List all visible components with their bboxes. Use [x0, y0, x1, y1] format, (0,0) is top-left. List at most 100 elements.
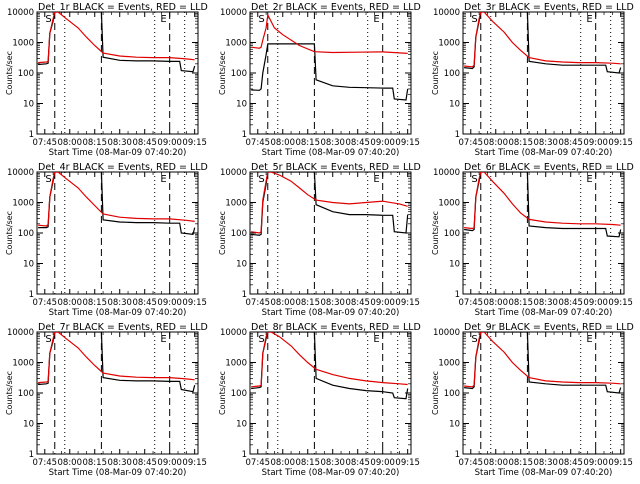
- y-tick-label: 1: [455, 130, 460, 140]
- chart-title: Det_3r BLACK = Events, RED = LLD: [464, 2, 634, 13]
- chart-title: Det_5r BLACK = Events, RED = LLD: [251, 162, 421, 173]
- series-line-lld: [38, 172, 195, 227]
- x-tick-label: 07:45: [33, 298, 58, 308]
- detector-panel-3: Det_3r BLACK = Events, RED = LLD 1 10 100 10…: [431, 2, 634, 158]
- chart-title: Det_7r BLACK = Events, RED = LLD: [38, 322, 208, 333]
- x-axis-label: Start Time (08-Mar-09 07:40:20): [262, 468, 400, 478]
- marker-label: E: [586, 174, 592, 185]
- x-tick-label: 09:15: [182, 298, 207, 308]
- y-tick-label: 10: [23, 260, 34, 270]
- y-tick-label: 10: [236, 100, 247, 110]
- x-tick-label: 09:15: [182, 138, 207, 148]
- y-tick-label: 1: [455, 290, 460, 300]
- y-axis-label: Counts/sec: [431, 211, 440, 255]
- y-tick-label: 100: [231, 229, 247, 239]
- x-tick-label: 08:30: [533, 298, 558, 308]
- y-tick-label: 10000: [433, 328, 460, 338]
- marker-label: S: [471, 174, 477, 185]
- y-tick-label: 10: [449, 100, 460, 110]
- x-tick-label: 08:15: [295, 138, 320, 148]
- marker-label: S: [258, 14, 264, 25]
- detector-panel-5: Det_5r BLACK = Events, RED = LLD 1 10 100 10…: [218, 162, 421, 318]
- x-tick-label: 07:45: [459, 138, 484, 148]
- plot-frame: [36, 331, 199, 455]
- x-tick-label: 09:00: [583, 138, 608, 148]
- marker-label: E: [373, 334, 379, 345]
- plot-frame: [36, 171, 199, 295]
- y-tick-label: 10: [23, 100, 34, 110]
- x-tick-label: 08:15: [508, 298, 533, 308]
- marker-label: E: [160, 14, 166, 25]
- series-line-events: [251, 172, 409, 236]
- x-tick-label: 08:00: [484, 138, 509, 148]
- y-tick-label: 10000: [220, 328, 247, 338]
- detector-panel-6: Det_6r BLACK = Events, RED = LLD 1 10 100 10…: [431, 162, 634, 318]
- x-tick-label: 08:15: [82, 138, 107, 148]
- x-tick-label: 08:30: [320, 298, 345, 308]
- y-axis-label: Counts/sec: [5, 51, 14, 95]
- x-tick-label: 09:00: [157, 458, 182, 468]
- detector-panel-4: Det_4r BLACK = Events, RED = LLD 1 10 100 10…: [5, 162, 208, 318]
- marker-label: E: [373, 14, 379, 25]
- x-axis-label: Start Time (08-Mar-09 07:40:20): [475, 468, 613, 478]
- chart-title: Det_1r BLACK = Events, RED = LLD: [38, 2, 208, 13]
- x-axis-label: Start Time (08-Mar-09 07:40:20): [262, 308, 400, 318]
- x-tick-label: 08:00: [58, 298, 83, 308]
- x-tick-label: 07:45: [246, 458, 271, 468]
- x-tick-label: 08:45: [132, 458, 157, 468]
- y-tick-label: 100: [231, 389, 247, 399]
- y-tick-label: 1000: [12, 359, 34, 369]
- y-tick-label: 10: [449, 420, 460, 430]
- marker-label: S: [258, 334, 264, 345]
- y-tick-label: 10000: [7, 168, 34, 178]
- marker-label: S: [471, 14, 477, 25]
- y-tick-label: 1: [29, 290, 34, 300]
- y-tick-label: 1: [455, 450, 460, 460]
- x-tick-label: 08:30: [107, 458, 132, 468]
- series-line-lld: [38, 12, 195, 64]
- x-axis-label: Start Time (08-Mar-09 07:40:20): [475, 308, 613, 318]
- y-tick-label: 100: [18, 229, 34, 239]
- x-tick-label: 08:15: [82, 458, 107, 468]
- x-tick-label: 08:30: [320, 458, 345, 468]
- series-line-lld: [464, 12, 621, 68]
- x-tick-label: 07:45: [33, 138, 58, 148]
- detector-panel-9: Det_9r BLACK = Events, RED = LLD 1 10 100 10…: [431, 322, 634, 478]
- x-tick-label: 09:15: [395, 138, 420, 148]
- y-tick-label: 1000: [225, 39, 247, 49]
- x-tick-label: 08:30: [107, 298, 132, 308]
- x-tick-label: 09:15: [182, 458, 207, 468]
- y-axis-label: Counts/sec: [218, 371, 227, 415]
- marker-label: S: [258, 174, 264, 185]
- series-line-events: [251, 332, 409, 400]
- series-line-lld: [251, 332, 408, 388]
- plot-frame: [462, 331, 625, 455]
- x-tick-label: 08:30: [533, 138, 558, 148]
- series-line-events: [38, 332, 196, 393]
- x-tick-label: 07:45: [459, 458, 484, 468]
- x-tick-label: 08:15: [508, 458, 533, 468]
- y-tick-label: 10000: [7, 8, 34, 18]
- y-tick-label: 10: [236, 260, 247, 270]
- series-line-events: [251, 43, 409, 101]
- x-tick-label: 08:00: [58, 138, 83, 148]
- chart-title: Det_6r BLACK = Events, RED = LLD: [464, 162, 634, 173]
- x-tick-label: 08:00: [484, 458, 509, 468]
- y-tick-label: 10000: [220, 8, 247, 18]
- x-tick-label: 09:00: [370, 458, 395, 468]
- y-tick-label: 1000: [438, 359, 460, 369]
- series-line-lld: [464, 332, 621, 388]
- detector-panel-7: Det_7r BLACK = Events, RED = LLD 1 10 100 10…: [5, 322, 208, 478]
- detector-panel-1: Det_1r BLACK = Events, RED = LLD 1 10 100 10…: [5, 2, 208, 158]
- y-tick-label: 100: [444, 389, 460, 399]
- y-tick-label: 1: [242, 450, 247, 460]
- x-tick-label: 08:15: [295, 458, 320, 468]
- x-tick-label: 08:15: [508, 138, 533, 148]
- y-tick-label: 100: [444, 229, 460, 239]
- x-tick-label: 09:15: [608, 138, 633, 148]
- x-axis-label: Start Time (08-Mar-09 07:40:20): [49, 468, 187, 478]
- x-tick-label: 08:00: [271, 458, 296, 468]
- marker-label: S: [45, 14, 51, 25]
